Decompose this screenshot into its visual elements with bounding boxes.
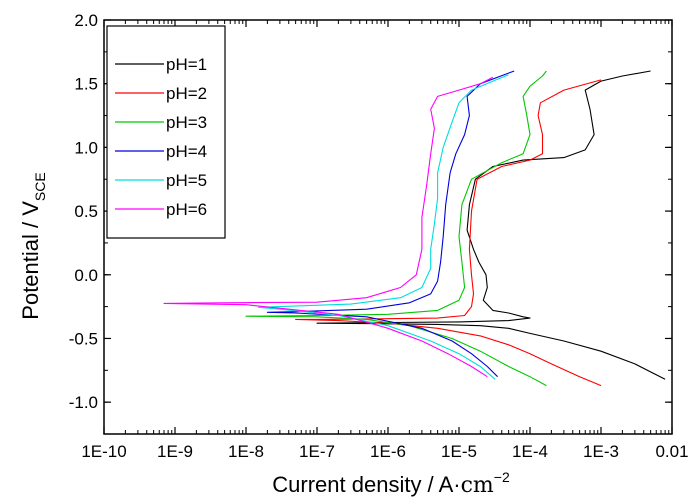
- series-line-3: [245, 70, 547, 387]
- y-tick-label: -0.5: [69, 329, 98, 348]
- series-line-2: [295, 79, 602, 387]
- legend-box: [106, 25, 226, 239]
- y-tick-label: 0.5: [74, 202, 98, 221]
- axis-ticks: 1E-10 1E-9 1E-8 1E-7 1E-6 1E-5 1E-4 1E-3 0.01 2.0…: [69, 11, 689, 461]
- y-tick-label: 1.5: [74, 75, 98, 94]
- legend-label: pH=6: [166, 200, 207, 219]
- legend-label: pH=1: [166, 55, 207, 74]
- series-line-5: [257, 74, 509, 380]
- series-line-6: [163, 76, 494, 378]
- legend-label: pH=4: [166, 142, 207, 161]
- x-tick-label: 1E-3: [583, 442, 619, 461]
- x-tick-label: 1E-6: [370, 442, 406, 461]
- legend-label: pH=5: [166, 171, 207, 190]
- x-tick-label: 1E-7: [299, 442, 335, 461]
- x-tick-label: 1E-10: [81, 442, 126, 461]
- x-axis-label: Current density / A·cm−2: [272, 469, 510, 498]
- series-lines: [163, 70, 666, 387]
- y-tick-label: -1.0: [69, 393, 98, 412]
- series-line-4: [266, 70, 515, 378]
- x-tick-label: 1E-9: [157, 442, 193, 461]
- x-tick-label: 1E-5: [441, 442, 477, 461]
- x-tick-label: 0.01: [655, 442, 688, 461]
- y-tick-label: 2.0: [74, 11, 98, 30]
- legend-label: pH=2: [166, 84, 207, 103]
- y-tick-label: 0.0: [74, 266, 98, 285]
- legend-label: pH=3: [166, 113, 207, 132]
- x-tick-label: 1E-4: [512, 442, 548, 461]
- legend: pH=1 pH=2 pH=3 pH=4 pH=5 pH=6: [106, 25, 226, 239]
- x-tick-label: 1E-8: [228, 442, 264, 461]
- series-line-1: [316, 70, 666, 380]
- y-axis-label: Potential / VSCE: [18, 172, 48, 319]
- y-tick-label: 1.0: [74, 138, 98, 157]
